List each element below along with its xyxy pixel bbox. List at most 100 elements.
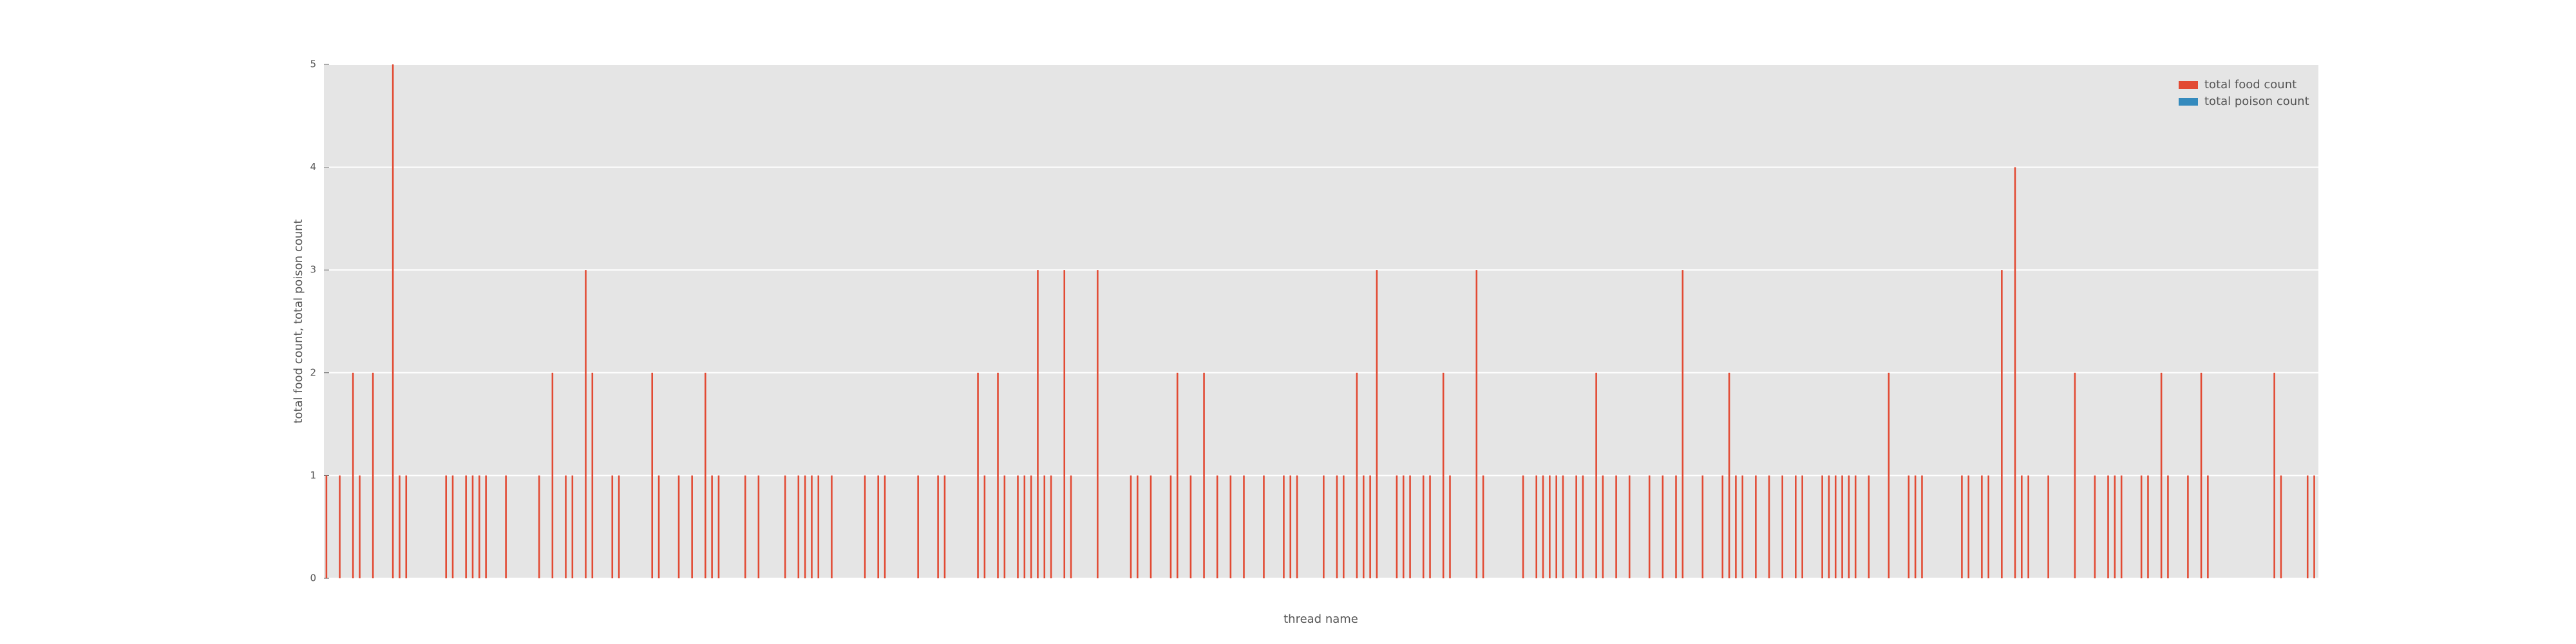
bar: [2160, 372, 2163, 578]
bar: [1549, 475, 1551, 578]
bar: [1828, 475, 1830, 578]
bar: [1821, 475, 1823, 578]
bar: [1662, 475, 1664, 578]
bar: [372, 372, 374, 578]
bar: [1402, 475, 1405, 578]
bar: [1369, 475, 1371, 578]
bar: [1356, 372, 1358, 578]
bar: [1967, 475, 1970, 578]
bar: [1422, 475, 1425, 578]
bar: [1003, 475, 1006, 578]
bar: [392, 64, 394, 578]
bar: [1801, 475, 1803, 578]
bar: [1070, 475, 1072, 578]
y-tick-label: 2: [310, 366, 316, 378]
bar: [1854, 475, 1857, 578]
bar: [1848, 475, 1850, 578]
bar: [2120, 475, 2123, 578]
bar: [1323, 475, 1325, 578]
bar: [1542, 475, 1544, 578]
bar: [451, 475, 454, 578]
bar: [2047, 475, 2049, 578]
bar: [1283, 475, 1285, 578]
bar: [1701, 475, 1704, 578]
bar: [1189, 475, 1192, 578]
bar: [485, 475, 487, 578]
bar: [1363, 475, 1365, 578]
bar: [1050, 475, 1052, 578]
bar: [1409, 475, 1411, 578]
bar: [1735, 475, 1737, 578]
bar: [478, 475, 480, 578]
bar: [1681, 270, 1684, 578]
bar: [1137, 475, 1139, 578]
bar: [1017, 475, 1019, 578]
bar: [2280, 475, 2282, 578]
bar: [1043, 475, 1046, 578]
bar: [651, 372, 654, 578]
bar: [538, 475, 540, 578]
bar: [977, 372, 979, 578]
bar: [1834, 475, 1837, 578]
bar: [565, 475, 567, 578]
bar: [1203, 372, 1205, 578]
legend-swatch: [2179, 81, 2198, 89]
bar: [2313, 475, 2315, 578]
bar: [1442, 372, 1444, 578]
bar: [585, 270, 587, 578]
bar: [705, 372, 706, 578]
bar: [1981, 475, 1983, 578]
bar: [1888, 372, 1890, 578]
bar: [445, 475, 447, 578]
bar: [399, 475, 401, 578]
bar: [465, 475, 467, 578]
bar: [1602, 475, 1604, 578]
bar: [1987, 475, 1989, 578]
bar: [1023, 475, 1026, 578]
bar: [2114, 475, 2116, 578]
bar: [359, 475, 361, 578]
bar: [2014, 167, 2016, 579]
bar: [2167, 475, 2169, 578]
bar: [1582, 475, 1584, 578]
bar: [1914, 475, 1917, 578]
bar: [811, 475, 813, 578]
bar: [1176, 372, 1179, 578]
bar: [1170, 475, 1172, 578]
legend-swatch: [2179, 98, 2198, 106]
bar: [1130, 475, 1132, 578]
y-tick-label: 4: [310, 161, 316, 173]
bar: [1429, 475, 1431, 578]
bar: [691, 475, 693, 578]
bar: [1449, 475, 1451, 578]
bar: [1961, 475, 1963, 578]
bar: [1755, 475, 1757, 578]
y-tick-label: 1: [310, 469, 316, 481]
bar: [352, 372, 354, 578]
x-axis-label: thread name: [1283, 612, 1358, 626]
bar: [797, 475, 800, 578]
bar: [1150, 475, 1152, 578]
bar: [1030, 475, 1032, 578]
bar: [2273, 372, 2275, 578]
bar: [1376, 270, 1378, 578]
bar: [339, 475, 341, 578]
bar: [1289, 475, 1292, 578]
bar: [2094, 475, 2096, 578]
bar: [2200, 372, 2202, 578]
bar: [1728, 372, 1730, 578]
bar: [717, 475, 720, 578]
bar: [658, 475, 660, 578]
bar: [864, 475, 866, 578]
bar: [804, 475, 806, 578]
bar: [1263, 475, 1265, 578]
bar: [1562, 475, 1564, 578]
bar: [471, 475, 474, 578]
bar: [1037, 270, 1039, 578]
bar: [1482, 475, 1484, 578]
bar: [1841, 475, 1843, 578]
bar: [2147, 475, 2149, 578]
bar: [1741, 475, 1744, 578]
bar: [983, 475, 986, 578]
